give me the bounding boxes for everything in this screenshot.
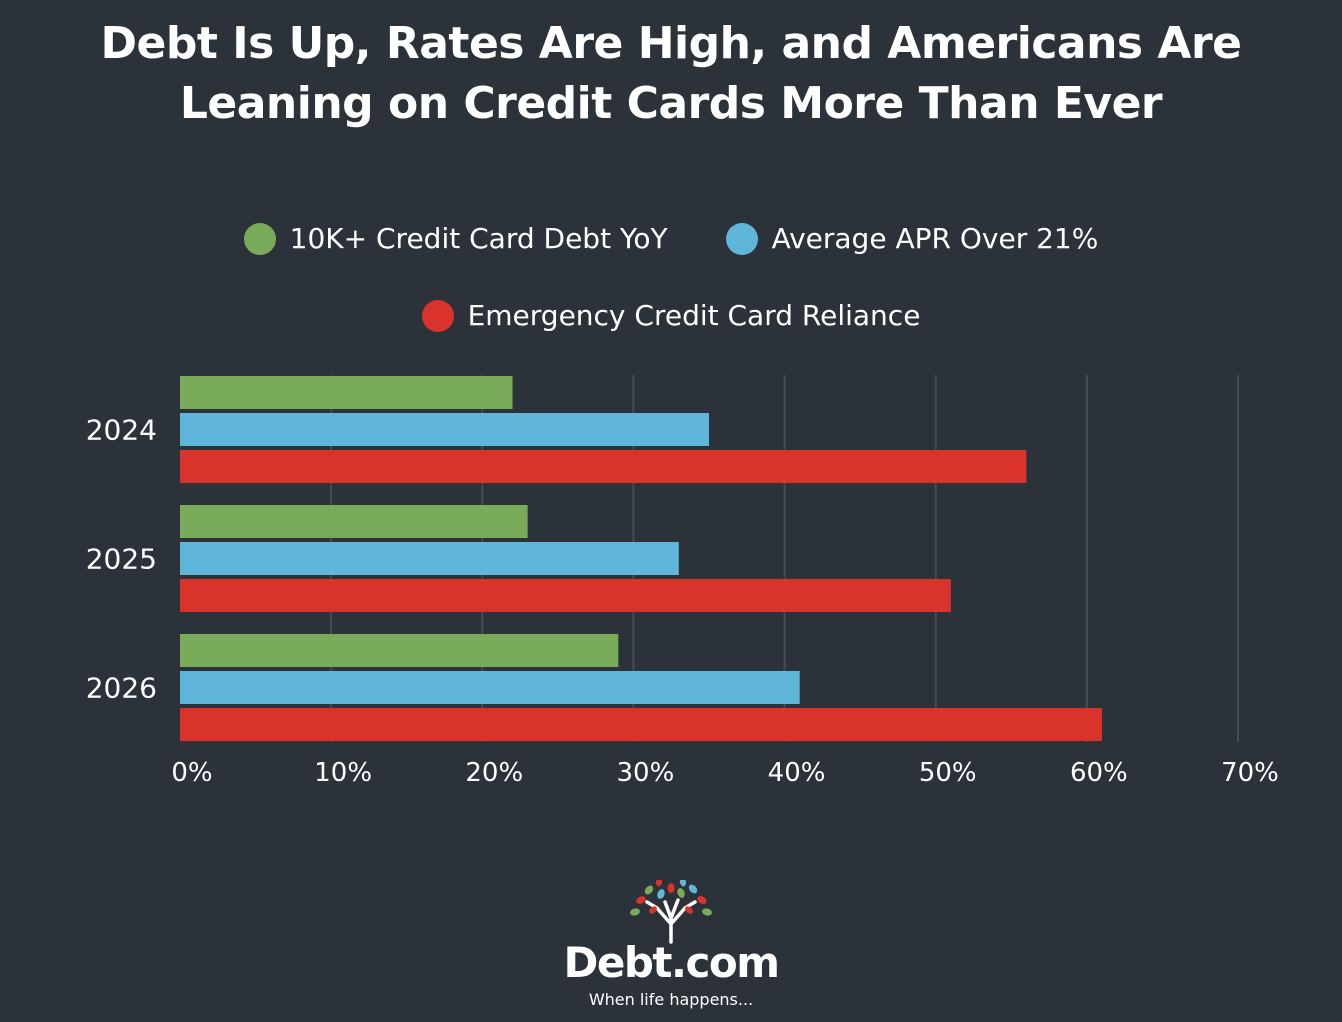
bar-chart: 0% 10% 20% 30% 40% 50% 60% 70% 2024 2025 2026 bbox=[86, 375, 1279, 788]
legend-item-apr: Average APR Over 21% bbox=[725, 222, 1099, 255]
legend-swatch-debt bbox=[243, 222, 276, 255]
logo-tagline: When life happens... bbox=[588, 990, 754, 1009]
tree-logo-icon bbox=[630, 877, 712, 944]
y-category-label: 2026 bbox=[86, 672, 157, 705]
bar-2026-series-2 bbox=[180, 671, 800, 704]
legend-row-1: 10K+ Credit Card Debt YoY Average APR Ov… bbox=[0, 222, 1342, 255]
x-tick-label: 40% bbox=[768, 758, 826, 788]
x-tick-label: 70% bbox=[1221, 758, 1279, 788]
y-category-label: 2024 bbox=[86, 414, 157, 447]
legend-swatch-apr bbox=[725, 222, 758, 255]
legend-item-debt: 10K+ Credit Card Debt YoY bbox=[243, 222, 668, 255]
legend-label-apr: Average APR Over 21% bbox=[771, 222, 1099, 255]
bar-2024-series-1 bbox=[180, 376, 513, 409]
legend-label-emergency: Emergency Credit Card Reliance bbox=[467, 299, 921, 332]
x-tick-label: 50% bbox=[919, 758, 977, 788]
x-tick-label: 10% bbox=[314, 758, 372, 788]
logo-wordmark: Debt.com bbox=[563, 938, 780, 987]
bar-2026-series-1 bbox=[180, 634, 619, 667]
legend-swatch-emergency bbox=[421, 299, 454, 332]
chart-title: Debt Is Up, Rates Are High, and American… bbox=[100, 18, 1242, 129]
bar-2025-series-2 bbox=[180, 542, 679, 575]
legend-row-2: Emergency Credit Card Reliance bbox=[0, 299, 1342, 332]
bar-2024-series-2 bbox=[180, 413, 709, 446]
x-tick-label: 30% bbox=[617, 758, 675, 788]
brand-logo: Debt.com When life happens... bbox=[521, 877, 821, 1015]
legend-item-emergency: Emergency Credit Card Reliance bbox=[421, 299, 921, 332]
x-tick-label: 20% bbox=[465, 758, 523, 788]
bar-2024-series-3 bbox=[180, 450, 1027, 483]
bar-2025-series-3 bbox=[180, 579, 951, 612]
y-category-label: 2025 bbox=[86, 543, 157, 576]
bar-2025-series-1 bbox=[180, 505, 528, 538]
x-tick-label: 60% bbox=[1070, 758, 1128, 788]
legend-label-debt: 10K+ Credit Card Debt YoY bbox=[289, 222, 668, 255]
x-tick-label: 0% bbox=[171, 758, 212, 788]
bar-2026-series-3 bbox=[180, 708, 1102, 741]
